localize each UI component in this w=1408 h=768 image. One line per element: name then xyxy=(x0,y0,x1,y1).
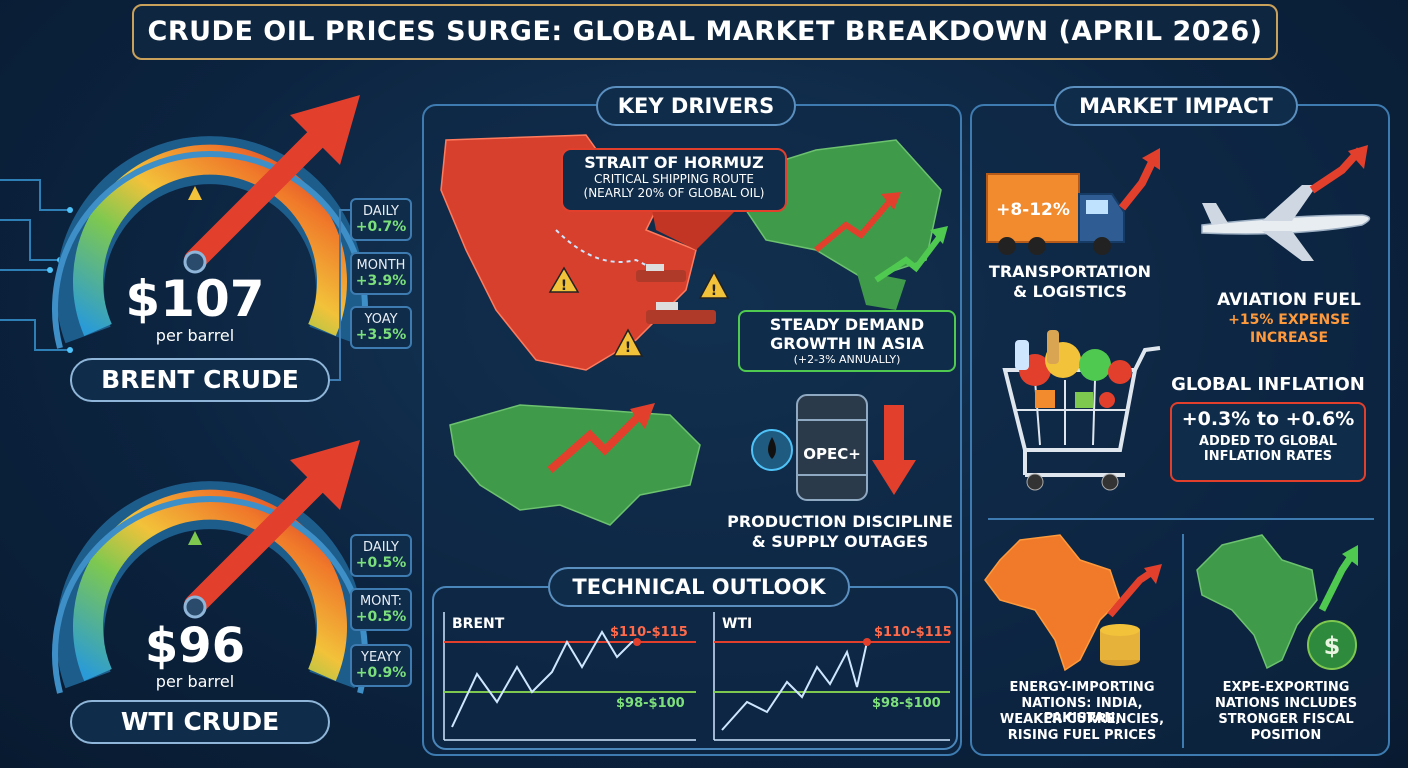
brent-stat-month: MONTH +3.9% xyxy=(350,252,412,295)
impact-divider xyxy=(988,518,1374,520)
truck-badge: +8-12% xyxy=(996,200,1070,220)
transport-line2: & LOGISTICS xyxy=(1013,282,1127,301)
wti-unit: per barrel xyxy=(155,672,235,691)
brent-resistance: $110-$115 xyxy=(610,625,688,640)
stat-label: DAILY xyxy=(363,204,399,219)
hormuz-line2: (NEARLY 20% OF GLOBAL OIL) xyxy=(583,186,765,200)
inflation-range: +0.3% to +0.6% xyxy=(1181,408,1355,430)
svg-text:!: ! xyxy=(711,283,717,299)
wti-stat-month: MONT: +0.5% xyxy=(350,588,412,631)
stat-label: DAILY xyxy=(363,540,399,555)
wti-technical-label: WTI xyxy=(722,616,753,632)
exporters-line2: NATIONS INCLUDES xyxy=(1214,696,1358,711)
asia-line3: (+2-3% ANNUALLY) xyxy=(793,353,901,366)
opec-line1: PRODUCTION DISCIPLINE xyxy=(727,512,953,531)
opec-barrel-icon xyxy=(751,394,916,501)
brent-stat-year: YOAY +3.5% xyxy=(350,306,412,349)
page-title: CRUDE OIL PRICES SURGE: GLOBAL MARKET BR… xyxy=(147,16,1263,47)
asia-line2: GROWTH IN ASIA xyxy=(770,334,924,353)
hormuz-line1: CRITICAL SHIPPING ROUTE xyxy=(594,172,754,186)
opec-line2: & SUPPLY OUTAGES xyxy=(751,532,929,551)
opec-barrel-label: OPEC+ xyxy=(803,445,861,463)
exporters-line4: POSITION xyxy=(1250,728,1322,743)
importers-line4: RISING FUEL PRICES xyxy=(1007,728,1157,743)
airplane-icon xyxy=(1201,145,1371,261)
wti-name-label: WTI CRUDE xyxy=(70,700,330,744)
exporters-map: $ xyxy=(1196,534,1358,670)
wti-name: WTI CRUDE xyxy=(120,707,280,736)
circuit-decoration xyxy=(0,179,73,353)
asia-line1: STEADY DEMAND xyxy=(769,315,925,334)
wti-technical-chart xyxy=(713,612,950,741)
india-map-importers xyxy=(984,534,1162,672)
wti-resistance: $110-$115 xyxy=(874,625,952,640)
importers-line3: WEAKER CURRENCIES, xyxy=(999,712,1165,727)
asia-demand-callout: STEADY DEMAND GROWTH IN ASIA (+2-3% ANNU… xyxy=(738,310,956,372)
wti-stat-year: YEAYY +0.9% xyxy=(350,644,412,687)
transport-line1: TRANSPORTATION xyxy=(988,262,1152,281)
shopping-cart-icon xyxy=(1002,330,1161,491)
market-impact-heading: MARKET IMPACT xyxy=(1054,86,1298,126)
technical-outlook-panel xyxy=(432,586,958,750)
hormuz-callout: STRAIT OF HORMUZ CRITICAL SHIPPING ROUTE… xyxy=(561,148,787,212)
exporters-line1: EXPE-EXPORTING xyxy=(1222,680,1350,695)
inflation-line2: INFLATION RATES xyxy=(1203,449,1333,464)
stat-value: +3.5% xyxy=(355,327,407,343)
stat-label: YOAY xyxy=(364,312,398,327)
stat-value: +3.9% xyxy=(355,273,407,289)
hormuz-title: STRAIT OF HORMUZ xyxy=(584,153,764,172)
key-drivers-heading: KEY DRIVERS xyxy=(596,86,796,126)
exporters-line3: STRONGER FISCAL xyxy=(1218,712,1354,727)
brent-technical-chart xyxy=(443,612,696,741)
aviation-title: AVIATION FUEL xyxy=(1217,290,1361,310)
truck-icon xyxy=(986,148,1160,255)
svg-text:!: ! xyxy=(561,278,567,294)
wti-price: $96 xyxy=(144,618,246,674)
brent-stat-daily: DAILY +0.7% xyxy=(350,198,412,241)
brent-gauge xyxy=(52,95,368,349)
asia-map xyxy=(449,403,701,526)
stat-value: +0.5% xyxy=(355,609,407,625)
stat-value: +0.9% xyxy=(355,665,407,681)
brent-technical-label: BRENT xyxy=(452,616,505,632)
stat-label: MONT: xyxy=(359,594,403,609)
inflation-line1: ADDED TO GLOBAL xyxy=(1198,434,1338,449)
importers-line1: ENERGY-IMPORTING xyxy=(1009,680,1155,695)
brent-support: $98-$100 xyxy=(616,696,685,711)
aviation-line1: +15% EXPENSE xyxy=(1228,312,1350,328)
svg-text:!: ! xyxy=(625,340,631,356)
brent-name-label: BRENT CRUDE xyxy=(70,358,330,402)
svg-text:$: $ xyxy=(1324,632,1341,660)
stat-label: YEAYY xyxy=(361,650,401,665)
wti-stat-daily: DAILY +0.5% xyxy=(350,534,412,577)
stat-label: MONTH xyxy=(356,258,406,273)
technical-outlook-heading: TECHNICAL OUTLOOK xyxy=(548,567,850,607)
brent-name: BRENT CRUDE xyxy=(101,365,299,394)
page-title-banner: CRUDE OIL PRICES SURGE: GLOBAL MARKET BR… xyxy=(132,4,1278,60)
importers-line2: NATIONS: INDIA, PAKISTAN, xyxy=(1021,696,1143,726)
inflation-title: GLOBAL INFLATION xyxy=(1171,374,1365,395)
stat-value: +0.7% xyxy=(355,219,407,235)
brent-price: $107 xyxy=(125,270,265,328)
brent-unit: per barrel xyxy=(155,326,235,345)
impact-vertical-divider xyxy=(1182,534,1184,748)
wti-gauge xyxy=(52,440,368,694)
inflation-callout: +0.3% to +0.6% ADDED TO GLOBAL INFLATION… xyxy=(1170,402,1366,482)
stat-value: +0.5% xyxy=(355,555,407,571)
brent-stats-connector xyxy=(330,209,355,381)
aviation-line2: INCREASE xyxy=(1249,330,1329,346)
wti-support: $98-$100 xyxy=(872,696,941,711)
